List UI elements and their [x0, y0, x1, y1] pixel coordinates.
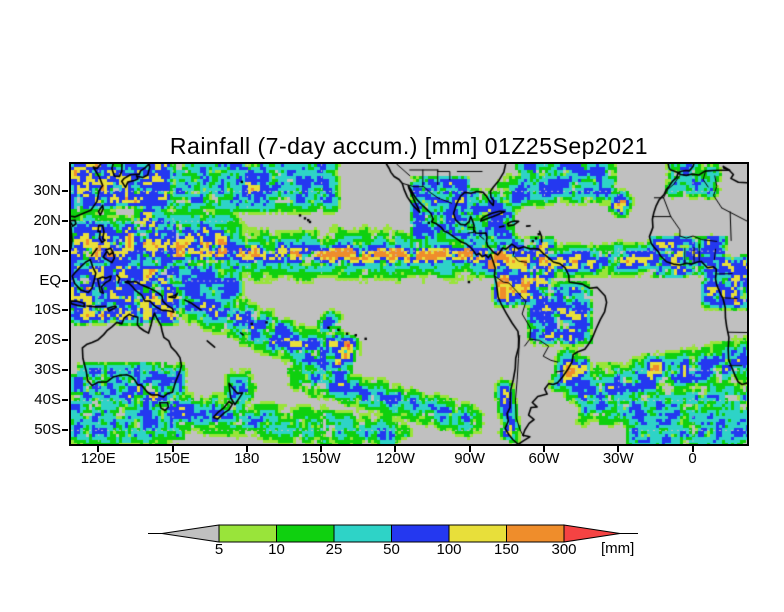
y-tick-label: 10N — [33, 241, 61, 259]
y-tick — [62, 339, 68, 342]
x-tick-label: 150E — [154, 450, 191, 467]
x-tick-label: 150W — [301, 450, 341, 467]
y-tick-label: 40S — [34, 391, 61, 409]
y-tick — [62, 399, 68, 402]
y-tick-label: 30S — [34, 361, 61, 379]
y-tick-label: 50S — [34, 420, 61, 438]
map-plot-area — [69, 162, 749, 446]
y-tick-label: 30N — [33, 181, 61, 199]
y-tick — [62, 249, 68, 252]
colorbar-segment — [218, 524, 277, 543]
y-tick-label: 20N — [33, 211, 61, 229]
x-tick-label: 90W — [454, 450, 486, 467]
x-tick-label: 120W — [375, 450, 415, 467]
x-tick — [97, 446, 100, 452]
x-tick-label: 180 — [234, 450, 260, 467]
x-tick-label: 30W — [602, 450, 634, 467]
x-tick — [171, 446, 174, 452]
y-tick — [62, 309, 68, 312]
colorbar-segment — [448, 524, 507, 543]
x-tick-label: 0 — [688, 450, 697, 467]
x-tick — [468, 446, 471, 452]
y-tick — [62, 219, 68, 222]
y-tick-label: 10S — [34, 301, 61, 319]
colorbar-tick-label: 10 — [268, 541, 285, 558]
x-tick — [542, 446, 545, 452]
colorbar-tick-label: 50 — [383, 541, 400, 558]
chart-title: Rainfall (7-day accum.) [mm] 01Z25Sep202… — [169, 133, 649, 159]
colorbar-tick-label: 25 — [325, 541, 343, 558]
colorbar-segment — [506, 524, 565, 543]
colorbar-segment — [391, 524, 450, 543]
colorbar-units-label: [mm] — [601, 540, 635, 557]
colorbar — [148, 524, 638, 543]
y-tick — [62, 369, 68, 372]
rainfall-map-canvas — [71, 164, 747, 444]
colorbar-segment — [276, 524, 335, 543]
colorbar-segment — [333, 524, 392, 543]
colorbar-tick-label: 300 — [551, 541, 577, 558]
colorbar-tick-label: 5 — [214, 541, 224, 558]
colorbar-segment — [563, 524, 621, 543]
colorbar-tick-label: 150 — [493, 541, 520, 558]
x-tick — [394, 446, 397, 452]
y-tick — [62, 189, 68, 192]
x-tick-label: 60W — [528, 450, 560, 467]
y-tick — [62, 428, 68, 431]
colorbar-segment — [161, 524, 220, 543]
x-tick — [320, 446, 323, 452]
y-tick — [62, 279, 68, 282]
x-tick — [617, 446, 620, 452]
colorbar-tick-label: 100 — [436, 541, 462, 558]
x-tick — [691, 446, 694, 452]
x-tick-label: 120E — [80, 450, 116, 467]
x-tick — [245, 446, 248, 452]
y-tick-label: EQ — [39, 271, 61, 289]
y-tick-label: 20S — [34, 331, 61, 349]
